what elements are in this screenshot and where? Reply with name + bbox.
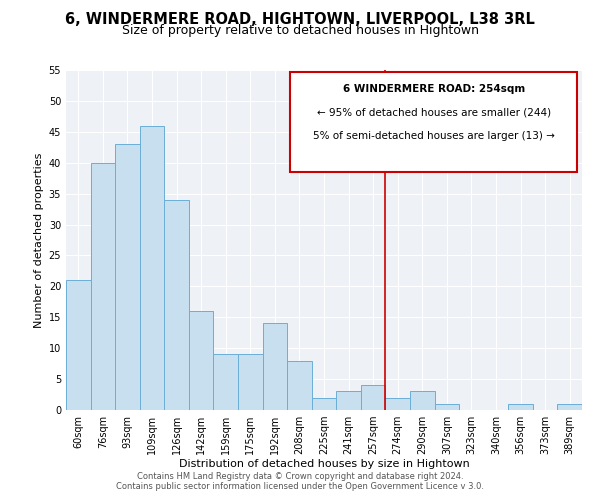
Text: 5% of semi-detached houses are larger (13) →: 5% of semi-detached houses are larger (1… [313, 131, 554, 141]
Text: Size of property relative to detached houses in Hightown: Size of property relative to detached ho… [121, 24, 479, 37]
FancyBboxPatch shape [290, 72, 577, 172]
Bar [434, 404, 459, 410]
Bar [287, 360, 312, 410]
Bar [115, 144, 140, 410]
Bar [385, 398, 410, 410]
Text: Contains HM Land Registry data © Crown copyright and database right 2024.: Contains HM Land Registry data © Crown c… [137, 472, 463, 481]
Y-axis label: Number of detached properties: Number of detached properties [34, 152, 44, 328]
Bar [189, 311, 214, 410]
Bar [361, 386, 385, 410]
Bar [164, 200, 189, 410]
Bar [214, 354, 238, 410]
Text: 6 WINDERMERE ROAD: 254sqm: 6 WINDERMERE ROAD: 254sqm [343, 84, 525, 94]
X-axis label: Distribution of detached houses by size in Hightown: Distribution of detached houses by size … [179, 458, 469, 468]
Bar [312, 398, 336, 410]
Bar [238, 354, 263, 410]
Text: ← 95% of detached houses are smaller (244): ← 95% of detached houses are smaller (24… [317, 108, 551, 118]
Bar [508, 404, 533, 410]
Bar [91, 162, 115, 410]
Text: Contains public sector information licensed under the Open Government Licence v : Contains public sector information licen… [116, 482, 484, 491]
Bar [140, 126, 164, 410]
Bar [557, 404, 582, 410]
Bar [66, 280, 91, 410]
Text: 6, WINDERMERE ROAD, HIGHTOWN, LIVERPOOL, L38 3RL: 6, WINDERMERE ROAD, HIGHTOWN, LIVERPOOL,… [65, 12, 535, 28]
Bar [336, 392, 361, 410]
Bar [263, 324, 287, 410]
Bar [410, 392, 434, 410]
